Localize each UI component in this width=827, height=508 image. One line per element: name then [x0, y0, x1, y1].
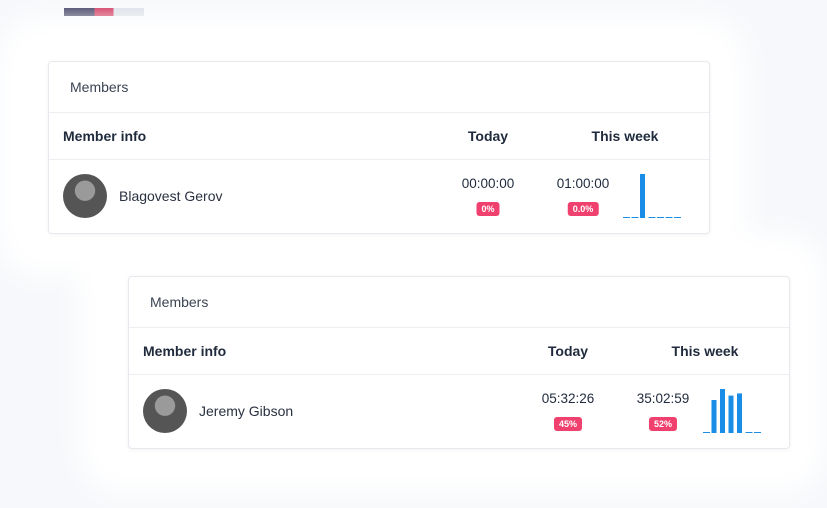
logo-strip [64, 8, 144, 16]
divider [129, 327, 789, 328]
day-bar [720, 389, 725, 433]
members-card: Members Member info Today This week Jeremy G… [128, 276, 790, 449]
day-bar [711, 400, 717, 433]
member-name: Blagovest Gerov [119, 188, 223, 204]
member-name: Jeremy Gibson [199, 403, 294, 419]
avatar [63, 174, 107, 218]
column-header: Today [467, 128, 509, 144]
weekly-sparkline [623, 174, 681, 218]
today-time: 05:32:26 [541, 391, 595, 406]
day-bar [728, 395, 734, 433]
today-badge: 45% [553, 417, 583, 431]
day-bar [665, 217, 673, 218]
card-title: Members [70, 79, 129, 95]
avatar [143, 389, 187, 433]
card-title: Members [150, 294, 209, 310]
week-badge: 52% [648, 417, 678, 431]
column-header: Member info [63, 128, 147, 144]
today-time: 00:00:00 [461, 176, 515, 191]
day-bar [703, 432, 710, 433]
divider [49, 159, 709, 160]
week-time: 35:02:59 [636, 391, 690, 406]
members-card: Members Member info Today This week Blagoves… [48, 61, 710, 234]
day-bar [737, 393, 742, 433]
divider [129, 374, 789, 375]
weekly-sparkline [703, 389, 761, 433]
column-header: Member info [143, 343, 227, 359]
column-header: Today [547, 343, 589, 359]
column-header: This week [671, 343, 739, 359]
day-bar [648, 217, 656, 218]
week-badge: 0.0% [567, 202, 599, 216]
day-bar [657, 217, 664, 218]
week-time: 01:00:00 [556, 176, 610, 191]
day-bar [754, 432, 761, 433]
day-bar [640, 174, 645, 218]
day-bar [631, 217, 639, 218]
divider [49, 112, 709, 113]
today-badge: 0% [476, 202, 500, 216]
day-bar [674, 217, 681, 218]
day-bar [623, 217, 630, 218]
day-bar [745, 432, 753, 433]
column-header: This week [591, 128, 659, 144]
